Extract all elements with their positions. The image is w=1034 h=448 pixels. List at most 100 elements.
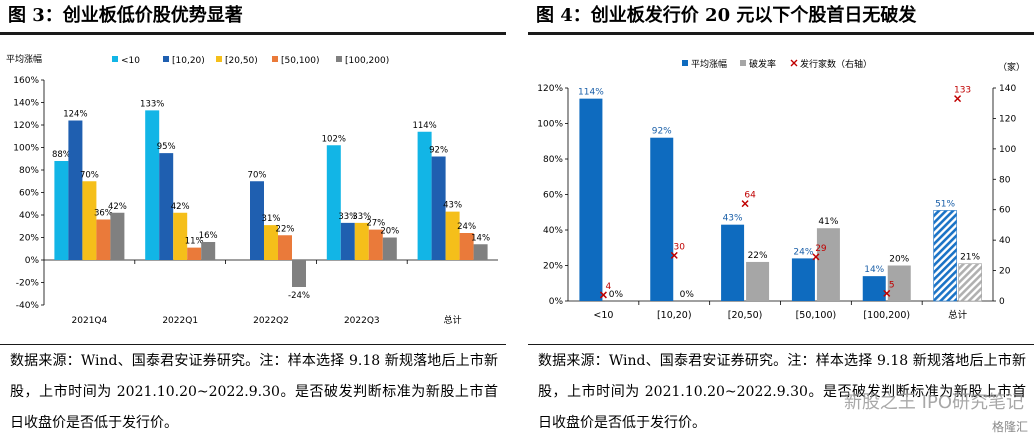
y-tick-label: 100% — [537, 120, 563, 130]
legend-label: 发行家数（右轴） — [800, 58, 872, 70]
bar — [68, 120, 83, 260]
data-label: 92% — [652, 127, 672, 137]
data-label: 22% — [748, 251, 768, 261]
legend-swatch — [682, 60, 688, 66]
x-tick-label: 总计 — [948, 309, 968, 321]
right-y-tick-label: 100 — [999, 145, 1016, 155]
count-label: 64 — [744, 191, 756, 201]
data-label: 41% — [818, 217, 838, 227]
data-label: 124% — [63, 110, 87, 120]
x-tick-label: 2022Q3 — [344, 316, 380, 326]
bar — [791, 258, 815, 301]
y-tick-label: 100% — [13, 144, 39, 154]
data-label: 51% — [935, 199, 955, 209]
data-label: 133% — [140, 99, 164, 109]
legend-swatch — [336, 56, 342, 62]
figure-4-title: 图 4：创业板发行价 20 元以下个股首日无破发 — [536, 5, 917, 26]
legend-label: 平均涨幅 — [691, 58, 727, 70]
y-tick-label: 40% — [19, 211, 39, 221]
bar — [187, 247, 202, 260]
y-tick-label: 20% — [19, 234, 39, 244]
bar — [326, 145, 341, 260]
bar — [650, 137, 674, 301]
bar — [292, 260, 306, 287]
right-y-tick-label: 40 — [999, 236, 1011, 246]
legend-swatch — [112, 56, 118, 62]
bar — [145, 110, 160, 260]
note-divider — [0, 344, 506, 345]
data-label: 43% — [723, 214, 743, 224]
bar — [82, 181, 97, 260]
bar — [278, 235, 292, 260]
count-label: 30 — [674, 242, 686, 252]
data-label: 42% — [108, 202, 127, 212]
y-tick-label: 0% — [549, 297, 564, 307]
figure-3-panel: 图 3：创业板低价股优势显著 平均涨幅 <10 [10,20) [20,50) [50,… — [0, 0, 506, 448]
legend-marker-x — [790, 59, 798, 67]
y-tick-label: -40% — [16, 301, 40, 311]
data-label: 88% — [52, 150, 71, 160]
bar — [54, 161, 69, 260]
right-y-tick-label: 20 — [999, 267, 1011, 277]
data-label: 70% — [80, 170, 99, 180]
y-tick-label: 140% — [13, 99, 39, 109]
legend-swatch — [740, 60, 746, 66]
count-label: 5 — [889, 280, 895, 290]
y-tick-label: 80% — [543, 155, 563, 165]
data-label: 21% — [960, 253, 980, 263]
data-label: 16% — [199, 231, 218, 241]
y-tick-label: 160% — [13, 76, 39, 86]
count-marker — [599, 291, 607, 299]
y-tick-label: 60% — [543, 191, 563, 201]
figure-4-source-note: 数据来源：Wind、国泰君安证券研究。注：样本选择 9.18 新规落地后上市新股… — [538, 353, 1026, 431]
bar — [264, 225, 278, 260]
legend-swatch — [216, 56, 222, 62]
bar — [431, 156, 446, 260]
data-label: 24% — [793, 247, 813, 257]
figure-3-chart: 平均涨幅 <10 [10,20) [20,50) [50,100) [100,200) -4… — [6, 53, 498, 326]
count-marker — [954, 95, 962, 103]
x-tick-label: [20,50) — [728, 310, 763, 321]
title-divider — [0, 32, 506, 35]
data-label: 102% — [322, 134, 346, 144]
data-label: 20% — [889, 255, 909, 265]
bar — [354, 222, 369, 260]
legend-label: 破发率 — [749, 58, 776, 70]
right-y-tick-label: 140 — [999, 84, 1016, 94]
y-tick-label: 60% — [19, 189, 39, 199]
x-tick-label: <10 — [593, 310, 613, 321]
data-label: 22% — [276, 224, 295, 234]
data-label: 11% — [185, 237, 204, 247]
data-label: 20% — [380, 227, 399, 237]
data-label: -24% — [288, 291, 310, 301]
note-divider — [528, 344, 1034, 345]
figure-3-title: 图 3：创业板低价股优势显著 — [8, 5, 243, 26]
data-label: 70% — [248, 170, 267, 180]
legend-label: [50,100) — [281, 56, 320, 66]
y-tick-label: 40% — [543, 226, 563, 236]
x-tick-label: 2022Q1 — [162, 316, 198, 326]
right-y-tick-label: 60 — [999, 206, 1011, 216]
legend-swatch — [272, 56, 278, 62]
count-label: 4 — [606, 282, 612, 292]
legend-label: <10 — [121, 56, 140, 66]
count-marker — [741, 200, 749, 208]
figure-3-source-note: 数据来源：Wind、国泰君安证券研究。注：样本选择 9.18 新规落地后上市新股… — [10, 353, 498, 431]
data-label: 36% — [94, 209, 113, 219]
count-label: 133 — [954, 86, 971, 96]
data-label: 24% — [457, 222, 476, 232]
bar — [862, 276, 886, 301]
bar — [887, 265, 911, 301]
data-label: 92% — [429, 146, 448, 156]
bar — [96, 219, 111, 260]
legend-swatch — [163, 56, 169, 62]
data-label: 31% — [262, 214, 281, 224]
bar — [368, 229, 383, 260]
legend-label: [10,20) — [172, 56, 205, 66]
x-tick-label: [50,100) — [796, 310, 837, 321]
right-axis-title: （家） — [998, 61, 1025, 73]
x-tick-label: [10,20) — [657, 310, 692, 321]
bar — [958, 263, 982, 302]
x-tick-label: [100,200) — [863, 310, 910, 321]
bar — [746, 261, 770, 301]
